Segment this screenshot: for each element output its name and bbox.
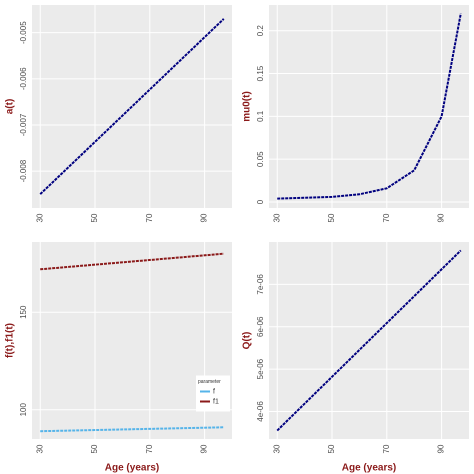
y-axis-title: mu0(t) bbox=[242, 91, 253, 122]
y-tick-label: -0.006 bbox=[19, 67, 28, 90]
x-tick-label: 90 bbox=[200, 213, 209, 222]
y-tick-label: 0.15 bbox=[256, 65, 265, 81]
x-axis-title: Age (years) bbox=[342, 463, 396, 474]
y-tick-label: 4e-06 bbox=[256, 401, 265, 422]
legend-label: f bbox=[213, 388, 215, 395]
y-tick-label: 0 bbox=[256, 199, 265, 204]
y-tick-label: 150 bbox=[19, 305, 28, 319]
y-tick-label: 0.1 bbox=[256, 110, 265, 122]
x-tick-label: 70 bbox=[382, 444, 391, 453]
x-tick-label: 30 bbox=[272, 444, 281, 453]
y-tick-label: 0.05 bbox=[256, 151, 265, 167]
y-tick-label: -0.007 bbox=[19, 113, 28, 136]
y-tick-label: 5e-06 bbox=[256, 358, 265, 379]
y-tick-label: -0.008 bbox=[19, 159, 28, 182]
y-axis-title: Q(t) bbox=[242, 332, 253, 350]
plot-background bbox=[269, 5, 469, 208]
x-tick-label: 30 bbox=[35, 213, 44, 222]
x-tick-label: 70 bbox=[145, 213, 154, 222]
y-tick-label: 7e-06 bbox=[256, 274, 265, 295]
legend-title: parameter bbox=[198, 379, 221, 385]
x-tick-label: 30 bbox=[35, 444, 44, 453]
x-tick-label: 90 bbox=[200, 444, 209, 453]
y-tick-label: 0.2 bbox=[256, 25, 265, 37]
x-tick-label: 50 bbox=[327, 213, 336, 222]
data-line bbox=[40, 426, 224, 433]
data-line bbox=[39, 18, 225, 195]
x-tick-label: 70 bbox=[145, 444, 154, 453]
x-tick-label: 30 bbox=[272, 213, 281, 222]
y-tick-label: 6e-06 bbox=[256, 316, 265, 337]
x-tick-label: 90 bbox=[437, 444, 446, 453]
y-axis-title: f(t),f1(t) bbox=[5, 323, 16, 358]
y-axis-title: a(t) bbox=[5, 99, 16, 115]
data-line bbox=[276, 249, 462, 432]
x-tick-label: 50 bbox=[327, 444, 336, 453]
x-axis-title: Age (years) bbox=[105, 463, 159, 474]
legend-label: f1 bbox=[213, 398, 219, 405]
data-line bbox=[40, 252, 224, 271]
legend-box bbox=[196, 375, 230, 412]
x-tick-label: 70 bbox=[382, 213, 391, 222]
x-tick-label: 90 bbox=[437, 213, 446, 222]
y-tick-label: -0.005 bbox=[19, 21, 28, 44]
data-line bbox=[277, 13, 462, 200]
y-tick-label: 100 bbox=[19, 403, 28, 417]
x-tick-label: 50 bbox=[90, 213, 99, 222]
x-tick-label: 50 bbox=[90, 444, 99, 453]
